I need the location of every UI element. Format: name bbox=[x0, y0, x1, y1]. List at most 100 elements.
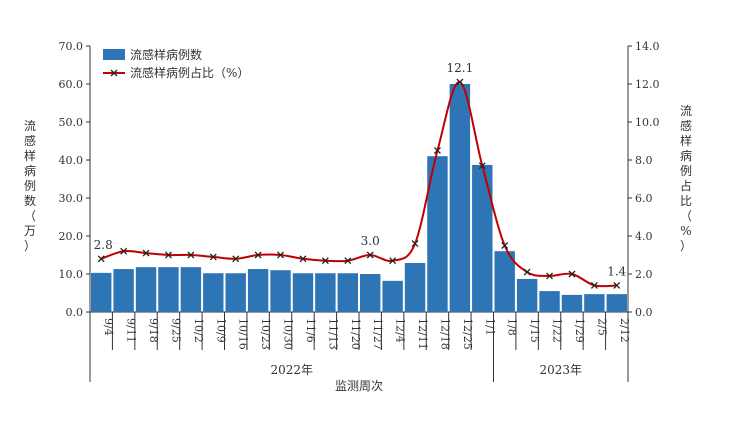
right-tick-label: 6.0 bbox=[635, 192, 653, 205]
x-tick-label: 11/20 bbox=[349, 318, 362, 350]
left-axis-title: 感 bbox=[24, 133, 36, 148]
right-tick-label: 4.0 bbox=[635, 230, 653, 243]
line-marker bbox=[501, 242, 509, 249]
x-tick-label: 2/5 bbox=[595, 318, 608, 336]
x-tick-label: 12/25 bbox=[461, 318, 474, 350]
line-marker bbox=[411, 240, 419, 248]
x-tick-label: 11/27 bbox=[371, 318, 384, 350]
x-tick-label: 1/15 bbox=[528, 318, 541, 343]
right-axis-title: ） bbox=[680, 239, 692, 253]
x-tick-label: 10/2 bbox=[192, 318, 205, 343]
legend-line-marker bbox=[110, 69, 118, 77]
left-axis-title: 流 bbox=[24, 119, 36, 133]
line-marker bbox=[546, 272, 554, 280]
x-tick-label: 11/13 bbox=[326, 318, 339, 350]
bar bbox=[135, 267, 157, 312]
x-tick-label: 2/12 bbox=[618, 318, 631, 343]
left-tick-label: 40.0 bbox=[59, 154, 84, 167]
left-axis-title: 万 bbox=[24, 224, 36, 238]
line-marker bbox=[299, 255, 307, 263]
right-axis-title: 流 bbox=[680, 104, 692, 118]
line-marker bbox=[613, 281, 621, 289]
right-axis-title: % bbox=[680, 224, 691, 238]
x-tick-label: 1/29 bbox=[573, 318, 586, 343]
bar bbox=[516, 278, 538, 312]
line-marker bbox=[366, 251, 374, 259]
bar bbox=[494, 251, 515, 312]
right-axis-title: 样 bbox=[680, 133, 692, 148]
line-marker bbox=[456, 78, 464, 86]
line-marker bbox=[568, 270, 576, 278]
x-tick-label: 1/8 bbox=[506, 318, 519, 336]
bar bbox=[270, 270, 291, 312]
right-tick-label: 12.0 bbox=[635, 78, 660, 91]
bar bbox=[472, 164, 493, 312]
bar bbox=[404, 262, 426, 312]
bar bbox=[91, 272, 112, 312]
left-tick-label: 70.0 bbox=[59, 40, 84, 53]
bar bbox=[158, 267, 179, 312]
year-label: 2023年 bbox=[539, 363, 582, 377]
line-marker bbox=[232, 255, 240, 263]
left-tick-label: 60.0 bbox=[59, 78, 84, 91]
left-tick-label: 10.0 bbox=[59, 268, 84, 281]
right-tick-label: 8.0 bbox=[635, 154, 653, 167]
legend-bar-swatch bbox=[103, 49, 125, 60]
left-axis-title: （ bbox=[24, 209, 36, 223]
line-marker bbox=[523, 268, 531, 276]
line-marker bbox=[142, 249, 150, 257]
right-axis-title: 感 bbox=[680, 118, 692, 133]
right-axis-title: 例 bbox=[680, 164, 692, 178]
x-tick-label: 12/18 bbox=[438, 318, 451, 350]
line-marker bbox=[321, 257, 329, 265]
bar bbox=[606, 294, 627, 312]
data-label: 3.0 bbox=[361, 234, 380, 248]
bar bbox=[427, 156, 448, 312]
legend-line-label: 流感样病例占比（%） bbox=[130, 65, 249, 80]
bar bbox=[561, 294, 583, 312]
left-tick-label: 30.0 bbox=[59, 192, 84, 205]
bar bbox=[315, 273, 336, 312]
bar bbox=[225, 273, 246, 312]
ratio-line bbox=[100, 81, 617, 288]
line-marker bbox=[389, 257, 397, 265]
x-tick-label: 11/6 bbox=[304, 318, 317, 343]
data-label: 2.8 bbox=[94, 238, 113, 252]
line-marker bbox=[433, 147, 441, 154]
x-tick-label: 10/23 bbox=[259, 318, 272, 350]
x-tick-label: 10/30 bbox=[282, 318, 295, 350]
legend-bar-label: 流感样病例数 bbox=[130, 47, 202, 62]
bar bbox=[292, 273, 314, 312]
x-tick-label: 12/4 bbox=[394, 318, 407, 343]
data-label: 12.1 bbox=[447, 61, 474, 75]
bar bbox=[337, 273, 358, 312]
right-axis-title: 占 bbox=[680, 178, 692, 193]
x-tick-label: 12/11 bbox=[416, 318, 429, 350]
line-marker bbox=[478, 162, 486, 170]
line-marker bbox=[590, 281, 598, 289]
x-tick-label: 10/16 bbox=[237, 318, 250, 350]
x-tick-label: 9/25 bbox=[169, 318, 182, 343]
left-axis-title: 数 bbox=[24, 193, 36, 208]
right-axis-title: 比 bbox=[680, 194, 692, 208]
right-tick-label: 10.0 bbox=[635, 116, 660, 129]
line-marker bbox=[164, 251, 172, 259]
data-label: 1.4 bbox=[607, 264, 626, 278]
line-marker bbox=[120, 247, 128, 255]
bar bbox=[360, 274, 381, 312]
left-axis-title: 病 bbox=[24, 163, 36, 178]
line-marker bbox=[187, 251, 195, 259]
line-marker bbox=[277, 251, 285, 259]
line-marker bbox=[97, 255, 105, 263]
bar bbox=[382, 280, 403, 312]
bar bbox=[449, 84, 471, 312]
right-axis-title: 病 bbox=[680, 148, 692, 163]
bar bbox=[584, 294, 605, 312]
left-tick-label: 0.0 bbox=[66, 306, 84, 319]
x-tick-label: 1/22 bbox=[551, 318, 564, 343]
x-tick-label: 9/11 bbox=[125, 318, 138, 343]
left-tick-label: 20.0 bbox=[59, 230, 84, 243]
bar bbox=[247, 269, 269, 312]
